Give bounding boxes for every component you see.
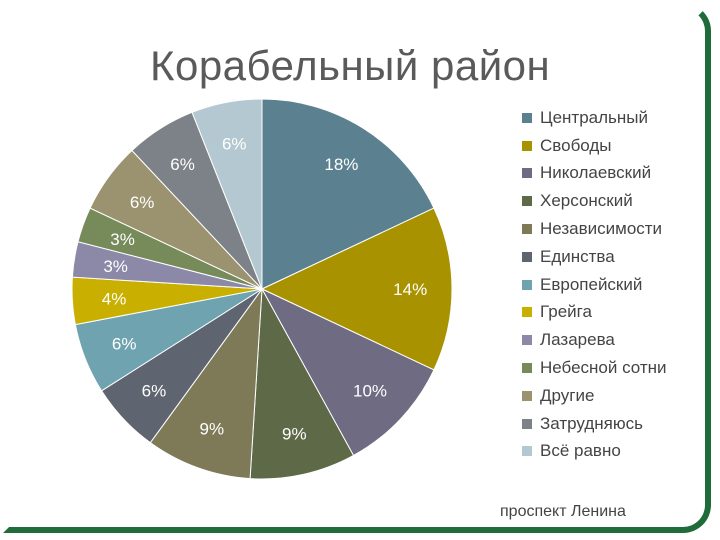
legend-swatch [522, 418, 532, 429]
legend-item: Херсонский [522, 187, 667, 215]
legend-item: Лазарева [522, 326, 667, 354]
legend-swatch [522, 390, 532, 401]
legend-item: Независимости [522, 215, 667, 243]
data-label: 3% [103, 257, 128, 276]
data-label: 3% [110, 230, 135, 249]
legend-swatch [522, 363, 532, 374]
legend-label: Херсонский [540, 191, 633, 211]
legend-swatch [522, 307, 532, 318]
legend-label: Лазарева [540, 330, 615, 350]
data-label: 10% [353, 381, 387, 400]
legend-label: Центральный [540, 107, 648, 127]
legend-swatch [522, 446, 532, 457]
legend-label: Единства [540, 246, 615, 266]
pie-slice [249, 287, 355, 480]
legend-item: Небесной сотни [522, 354, 667, 382]
legend-label: Затрудняюсь [540, 413, 643, 433]
legend-item: Николаевский [522, 160, 667, 188]
legend-swatch [522, 251, 532, 262]
legend-item: Всё равно [522, 438, 667, 466]
legend-label: Европейский [540, 274, 643, 294]
legend-item: Затрудняюсь [522, 410, 667, 438]
legend-swatch [522, 140, 532, 151]
data-label: 9% [200, 419, 225, 438]
legend-item: Европейский [522, 271, 667, 299]
legend-label: Николаевский [540, 163, 652, 183]
legend-swatch [522, 168, 532, 179]
legend-item: Центральный [522, 104, 667, 132]
legend-swatch [522, 335, 532, 346]
legend-item: Единства [522, 243, 667, 271]
legend-label: Всё равно [540, 441, 621, 461]
data-label: 6% [170, 155, 195, 174]
legend-label: Независимости [540, 219, 663, 239]
pie-slice [261, 98, 435, 290]
legend-swatch [522, 196, 532, 207]
slide-frame [3, 3, 711, 533]
legend-swatch [522, 224, 532, 235]
pie-slice [149, 287, 263, 480]
legend-label: Свободы [540, 135, 612, 155]
data-label: 4% [102, 289, 127, 308]
chart-caption: проспект Ленина [500, 503, 626, 520]
legend-swatch [522, 279, 532, 290]
legend-label: Грейга [540, 302, 592, 322]
data-label: 6% [222, 134, 247, 153]
data-label: 18% [324, 155, 358, 174]
data-label: 6% [142, 381, 167, 400]
legend-swatch [522, 112, 532, 123]
chart-title: Корабельный район [150, 42, 551, 89]
data-label: 6% [130, 193, 155, 212]
legend-label: Небесной сотни [540, 358, 667, 378]
pie-slice [191, 98, 263, 290]
legend-item: Грейга [522, 299, 667, 327]
data-label: 6% [112, 335, 137, 354]
pie-slice [260, 287, 435, 457]
chart-legend: Центральный Свободы Николаевский Херсонский… [522, 104, 667, 465]
legend-item: Другие [522, 382, 667, 410]
pie-slice [260, 207, 453, 371]
legend-item: Свободы [522, 132, 667, 160]
legend-label: Другие [540, 385, 595, 405]
data-label: 14% [393, 280, 427, 299]
data-label: 9% [282, 425, 307, 444]
